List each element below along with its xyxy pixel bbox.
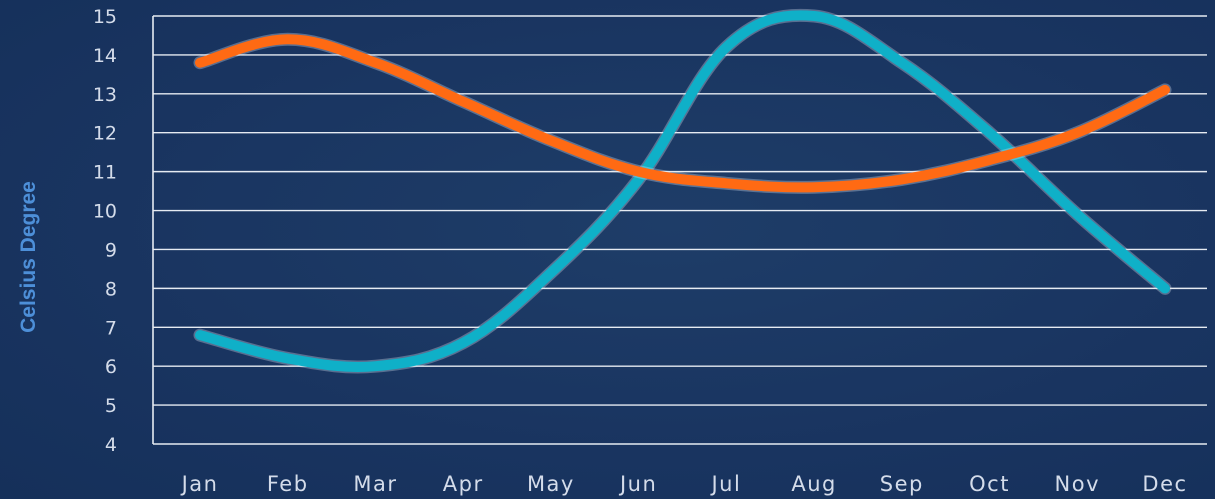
series-lines xyxy=(193,8,1172,374)
series-1-point-feb xyxy=(283,353,293,363)
series-2-line xyxy=(195,34,1170,193)
y-tick-label: 13 xyxy=(93,84,117,106)
series-1-point-jan xyxy=(195,330,205,340)
x-tick-label: Dec xyxy=(1142,472,1187,496)
x-tick-labels: Jan Feb Mar Apr May Jun Jul Aug Sep Oct Nov Dec xyxy=(180,472,1187,496)
series-2-point-jul xyxy=(721,178,731,188)
series-1-point-apr xyxy=(458,338,468,348)
series-1-point-mar xyxy=(371,361,381,371)
y-tick-label: 5 xyxy=(105,395,117,417)
y-tick-label: 14 xyxy=(93,45,117,67)
series-1-line xyxy=(195,10,1170,373)
x-tick-label: Feb xyxy=(267,472,309,496)
x-tick-label: Jul xyxy=(709,472,741,496)
x-tick-label: Nov xyxy=(1055,472,1101,496)
y-tick-label: 6 xyxy=(105,356,117,378)
x-tick-label: May xyxy=(527,472,575,496)
series-2-point-sep xyxy=(897,174,907,184)
x-tick-label: Aug xyxy=(791,472,837,496)
y-tick-label: 9 xyxy=(105,239,117,261)
series-2-point-nov xyxy=(1072,128,1082,138)
y-tick-label: 15 xyxy=(93,6,117,28)
series-2-point-jan xyxy=(195,58,205,68)
series-2-point-aug xyxy=(809,182,819,192)
x-tick-label: Jun xyxy=(618,472,657,496)
series-1-point-nov xyxy=(1072,209,1082,219)
series-1-point-dec xyxy=(1160,283,1170,293)
series-2-point-jun xyxy=(634,167,644,177)
y-tick-label: 4 xyxy=(105,434,117,456)
y-tick-label: 12 xyxy=(93,123,117,145)
x-tick-label: Apr xyxy=(443,472,484,496)
x-tick-label: Mar xyxy=(353,472,397,496)
series-1-point-may xyxy=(546,268,556,278)
y-tick-label: 8 xyxy=(105,278,117,300)
series-1-point-jul xyxy=(721,42,731,52)
series-2-point-mar xyxy=(371,58,381,68)
series-1-point-aug xyxy=(809,11,819,21)
series-1-point-sep xyxy=(897,58,907,68)
series-1-shadow xyxy=(193,8,1172,374)
series-2-point-may xyxy=(546,136,556,146)
gridlines xyxy=(152,15,1207,445)
series-2-point-dec xyxy=(1160,85,1170,95)
series-2-point-feb xyxy=(283,34,293,44)
y-tick-label: 10 xyxy=(93,201,117,223)
series-2-point-oct xyxy=(985,155,995,165)
y-tick-label: 7 xyxy=(105,317,117,339)
y-axis-title: Celsius Degree xyxy=(17,181,40,333)
x-tick-label: Oct xyxy=(969,472,1010,496)
x-tick-label: Sep xyxy=(880,472,924,496)
series-2-point-apr xyxy=(458,97,468,107)
y-tick-labels: 4 5 6 7 8 9 10 11 12 13 14 15 xyxy=(93,6,117,456)
y-tick-label: 11 xyxy=(93,162,117,184)
series-1-point-oct xyxy=(985,128,995,138)
x-tick-label: Jan xyxy=(180,472,219,496)
